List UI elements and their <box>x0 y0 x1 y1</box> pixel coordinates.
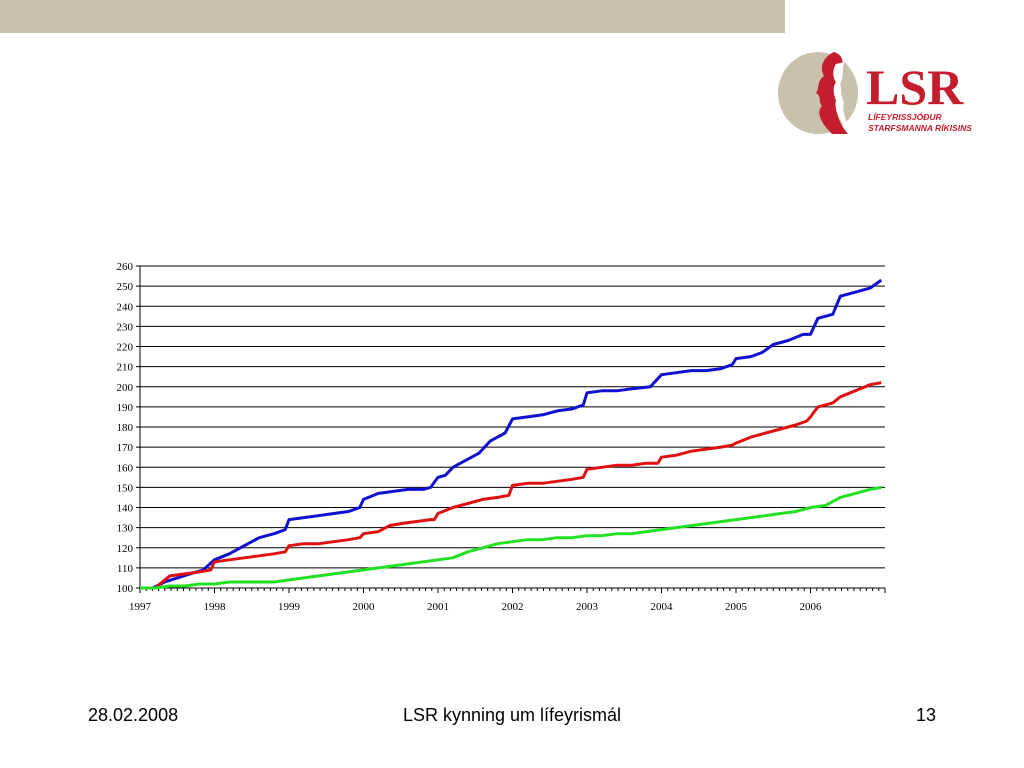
y-tick-label: 210 <box>117 362 134 374</box>
x-tick-label: 1997 <box>129 601 152 613</box>
series-lines <box>140 278 883 590</box>
x-tick-label: 2001 <box>427 601 449 613</box>
y-tick-label: 240 <box>117 301 134 313</box>
x-tick-label: 2000 <box>353 601 376 613</box>
series-line-1 <box>140 278 883 590</box>
y-tick-label: 230 <box>117 321 134 333</box>
footer-title: LSR kynning um lífeyrismál <box>402 705 622 725</box>
y-tick-label: 250 <box>117 281 134 293</box>
y-tick-label: 160 <box>117 462 134 474</box>
logo-wordmark: LSR <box>866 59 964 115</box>
top-decor-bar <box>0 0 785 33</box>
x-tick-label: 2003 <box>576 601 599 613</box>
logo-line2: STARFSMANNA RÍKISINS <box>868 123 972 133</box>
footer-date: 28.02.2008 <box>88 705 179 725</box>
series-line-3 <box>140 485 882 590</box>
y-tick-label: 260 <box>117 261 134 273</box>
logo-line1: LÍFEYRISSJÓÐUR <box>868 111 943 122</box>
series-line-2 <box>140 381 882 590</box>
y-tick-label: 140 <box>117 503 134 515</box>
y-tick-label: 150 <box>117 482 134 494</box>
x-tick-label: 2002 <box>502 601 524 613</box>
y-tick-label: 100 <box>117 583 134 595</box>
y-tick-label: 110 <box>117 563 134 575</box>
y-tick-label: 170 <box>117 442 134 454</box>
lsr-logo: LSR LÍFEYRISSJÓÐUR STARFSMANNA RÍKISINS <box>778 52 972 134</box>
x-tick-label: 1998 <box>204 601 227 613</box>
y-tick-label: 220 <box>117 342 134 354</box>
axes: 100 110 120 130 140 150 160 170 180 190 200 210 220 2… <box>117 261 886 613</box>
logo-emblem <box>778 52 858 134</box>
y-tick-label: 180 <box>117 422 134 434</box>
x-tick-label: 2006 <box>800 601 823 613</box>
x-tick-label: 2005 <box>725 601 748 613</box>
y-tick-label: 120 <box>117 543 134 555</box>
x-tick-label: 2004 <box>651 601 674 613</box>
y-tick-label: 190 <box>117 402 134 414</box>
y-tick-label: 130 <box>117 523 134 535</box>
y-tick-label: 200 <box>117 382 134 394</box>
page-number: 13 <box>916 705 937 725</box>
gridlines <box>140 265 885 569</box>
line-chart: 100 110 120 130 140 150 160 170 180 190 200 210 220 2… <box>117 261 886 613</box>
x-tick-label: 1999 <box>278 601 301 613</box>
